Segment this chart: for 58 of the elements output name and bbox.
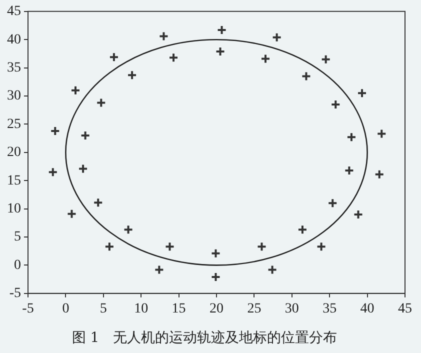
x-tick-label: 45 (398, 301, 412, 316)
point (123, 224, 134, 235)
point (66, 208, 77, 219)
point (376, 128, 387, 139)
point (301, 71, 312, 82)
x-tick-label: 40 (360, 301, 374, 316)
point (256, 242, 267, 252)
point (357, 88, 368, 98)
point (316, 242, 326, 252)
point (104, 242, 114, 252)
point (154, 264, 164, 275)
point (330, 99, 341, 110)
point (93, 198, 104, 208)
x-tick-label: 5 (100, 301, 107, 316)
y-tick-label: 35 (7, 60, 21, 76)
point (216, 25, 227, 36)
x-tick-label: 30 (284, 301, 299, 316)
point (344, 165, 354, 176)
y-tick-label: -5 (9, 286, 21, 302)
point (320, 54, 331, 64)
x-tick-label: 20 (210, 301, 224, 316)
point (108, 52, 119, 62)
point (96, 98, 106, 108)
y-tick-label: 30 (7, 88, 21, 104)
point (164, 242, 175, 252)
x-tick-label: 15 (172, 301, 186, 316)
point (70, 85, 80, 96)
point (272, 32, 282, 42)
point (80, 130, 90, 140)
point (267, 264, 278, 275)
y-tick-label: 40 (7, 32, 21, 48)
x-tick-label: 35 (322, 301, 337, 316)
point (353, 209, 364, 220)
point (168, 52, 179, 63)
y-tick-label: 15 (7, 173, 21, 188)
point (78, 164, 88, 174)
point (48, 167, 58, 178)
y-tick-label: 45 (7, 4, 21, 20)
point (374, 169, 384, 180)
point (158, 31, 169, 42)
text: 图 1 无人机的运动轨迹及地标的位置分布 (72, 330, 338, 346)
x-tick-label: 0 (62, 301, 70, 316)
point (297, 224, 308, 235)
y-tick-label: 0 (14, 258, 21, 273)
point (215, 46, 226, 56)
x-tick-label: 25 (247, 301, 262, 316)
y-tick-label: 20 (7, 145, 21, 160)
y-tick-label: 10 (7, 201, 21, 216)
x-tick-label: 10 (134, 301, 148, 316)
point (127, 70, 138, 80)
y-tick-label: 25 (7, 116, 21, 132)
point (260, 54, 271, 64)
point (210, 248, 221, 258)
point (328, 198, 338, 208)
point (346, 132, 356, 142)
y-tick-label: 5 (14, 230, 21, 245)
point (50, 126, 60, 136)
point (210, 272, 221, 282)
